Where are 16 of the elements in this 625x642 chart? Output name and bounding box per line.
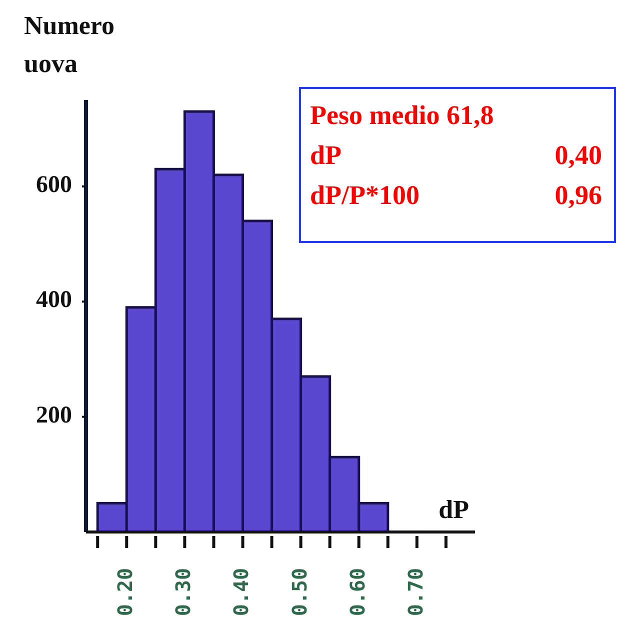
- annotation: Peso medio 61,8: [310, 100, 494, 130]
- x-tick-label: 0.30: [171, 568, 196, 616]
- x-tick-label: 0.20: [113, 568, 138, 616]
- x-tick-label: 0.70: [403, 568, 428, 616]
- text: 0,40: [554, 140, 602, 170]
- y-tick-label: 200: [36, 402, 72, 428]
- x-tick-label: 0.40: [229, 568, 254, 616]
- y-tick-label: 600: [36, 172, 72, 198]
- y-axis-title: Numero uova: [24, 11, 115, 78]
- y-tick-label: 400: [36, 287, 72, 314]
- x-tick-label: 0.60: [345, 568, 370, 616]
- x-axis-title: dP: [438, 495, 470, 524]
- x-tick-label: 0.50: [287, 568, 312, 616]
- annotation: dP: [310, 140, 342, 170]
- text: 0,96: [554, 180, 602, 210]
- annotation: dP/P*100: [310, 180, 420, 210]
